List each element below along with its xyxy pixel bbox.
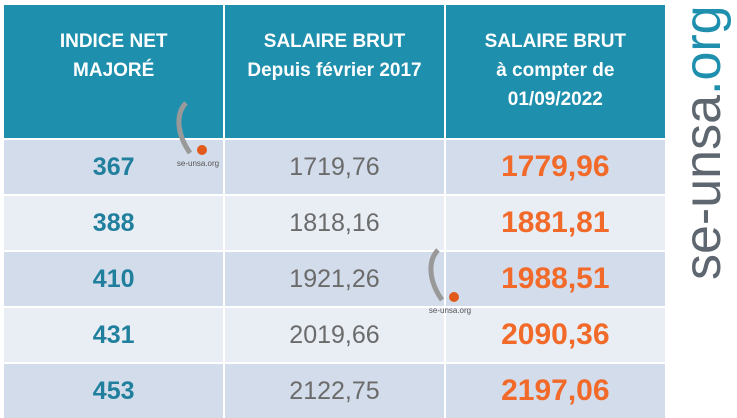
brand-suffix: .org: [674, 5, 732, 95]
table-cell: 1719,76: [224, 138, 446, 195]
header-line: INDICE NET: [59, 31, 168, 52]
table-row: 431 2019,66 2090,36: [4, 306, 665, 363]
brand-name: se-unsa: [674, 95, 732, 280]
watermark-text: se-unsa.org: [428, 306, 472, 315]
logo-mark: [428, 248, 459, 302]
table-cell: 1818,16: [224, 194, 446, 251]
salary-table: INDICE NET MAJORÉ SALAIRE BRUT Depuis févri…: [4, 5, 665, 418]
header-line: à compter de: [496, 60, 615, 81]
header-line: 01/09/2022: [507, 89, 603, 110]
table-cell: 2019,66: [224, 306, 446, 363]
table-row: 388 1818,16 1881,81: [4, 194, 665, 251]
table-cell: 2090,36: [444, 306, 665, 363]
header-cell: SALAIRE BRUT à compter de 01/09/2022: [444, 5, 665, 139]
watermark-text: se-unsa.org: [176, 159, 220, 168]
page: {"table": { "header": [["INDICE NET", "M…: [4, 5, 732, 418]
table-cell: 1921,26: [224, 250, 446, 307]
header-line: SALAIRE BRUT: [484, 31, 627, 52]
table-cell: 2122,75: [224, 362, 446, 418]
header-line: MAJORÉ: [73, 60, 155, 81]
logo-mark: [176, 101, 207, 155]
header-line: Depuis février 2017: [247, 60, 422, 81]
watermark-logo: se-unsa.org: [168, 98, 228, 168]
watermark-logo: se-unsa.org: [420, 245, 480, 315]
header-line: SALAIRE BRUT: [263, 31, 406, 52]
table-row: 453 2122,75 2197,06: [4, 362, 665, 418]
table-cell: 388: [4, 194, 226, 251]
table-cell: 2197,06: [444, 362, 665, 418]
table-cell: 453: [4, 362, 226, 418]
table-cell: 1881,81: [444, 194, 665, 251]
header-cell: SALAIRE BRUT Depuis février 2017: [224, 5, 446, 139]
table-row: 410 1921,26 1988,51: [4, 250, 665, 307]
table-row: 367 1719,76 1779,96: [4, 138, 665, 195]
table-cell: 1988,51: [444, 250, 665, 307]
table-cell: 367: [4, 138, 226, 195]
header-row: INDICE NET MAJORÉ SALAIRE BRUT Depuis févri…: [4, 5, 665, 139]
table-body: 367 1719,76 1779,96 388 1818,16 1881,81 410 192…: [4, 138, 665, 418]
table-cell: 1779,96: [444, 138, 665, 195]
header-cell: INDICE NET MAJORÉ: [4, 5, 226, 139]
table-cell: 431: [4, 306, 226, 363]
table-cell: 410: [4, 250, 226, 307]
brand-text: se-unsa.org: [674, 5, 732, 280]
